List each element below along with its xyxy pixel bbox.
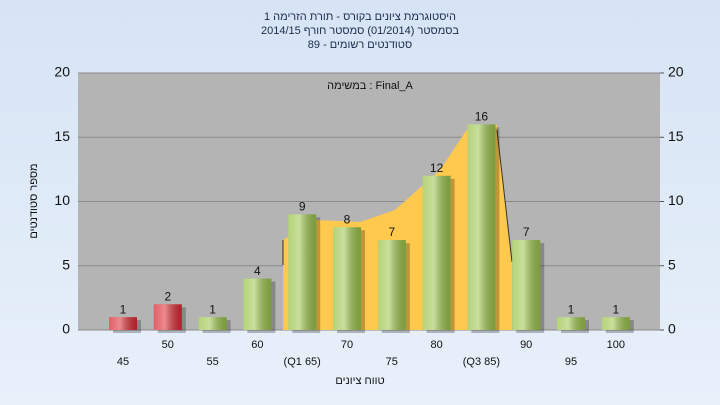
bar-shine xyxy=(557,317,585,330)
annotation: במשימה : Final_A xyxy=(327,80,413,92)
value-label: 1 xyxy=(612,302,619,316)
x-tick-label: (Q3 85) xyxy=(463,356,500,368)
x-tick-label: 45 xyxy=(117,356,129,368)
value-label: 12 xyxy=(430,161,444,175)
y-tick-label: 5 xyxy=(62,256,70,272)
bar-shine xyxy=(512,240,541,330)
title-line: בסמסטר (01/2014) סמסטר חורף 2014/15 xyxy=(261,25,459,37)
value-label: 1 xyxy=(568,302,575,316)
value-label: 16 xyxy=(475,110,489,124)
y2-tick-label: 20 xyxy=(668,64,684,80)
value-label: 1 xyxy=(120,302,127,316)
value-label: 1 xyxy=(209,302,216,316)
y-tick-label: 15 xyxy=(54,128,70,144)
y2-tick-label: 5 xyxy=(668,256,676,272)
x-tick-label: 75 xyxy=(386,356,398,368)
title-line: סטודנטים רשומים - 89 xyxy=(308,39,412,51)
bar-shine xyxy=(467,124,496,331)
y2-tick-label: 0 xyxy=(668,321,676,337)
value-label: 7 xyxy=(523,225,530,239)
y2-tick-label: 10 xyxy=(668,192,684,208)
bar-shine xyxy=(601,317,630,330)
value-label: 2 xyxy=(164,289,171,303)
x-tick-label: 100 xyxy=(607,339,625,351)
bar-shine xyxy=(333,227,361,330)
value-label: 7 xyxy=(388,225,395,239)
value-label: 9 xyxy=(299,200,306,214)
bar-shine xyxy=(153,304,182,330)
bar-shine xyxy=(377,240,406,330)
bar-shine xyxy=(198,317,227,330)
title-line: היסטוגרמת ציונים בקורס - תורת הזרימה 1 xyxy=(264,11,456,23)
quartile-edge xyxy=(496,129,513,263)
x-tick-label: 70 xyxy=(341,339,353,351)
value-label: 8 xyxy=(344,212,351,226)
x-tick-label: (Q1 65) xyxy=(284,356,321,368)
bar-shine xyxy=(243,278,272,330)
bar-shine xyxy=(422,175,451,330)
y-tick-label: 20 xyxy=(54,64,70,80)
x-tick-label: 60 xyxy=(251,339,263,351)
x-tick-label: 90 xyxy=(520,339,532,351)
y-tick-label: 0 xyxy=(62,321,70,337)
y-axis-label: מספר סטודנטים xyxy=(28,163,40,238)
x-tick-label: 80 xyxy=(430,339,442,351)
y-tick-label: 10 xyxy=(54,192,70,208)
bar-shine xyxy=(288,214,317,330)
x-tick-label: 55 xyxy=(206,356,218,368)
y2-tick-label: 15 xyxy=(668,128,684,144)
x-tick-label: 95 xyxy=(565,356,577,368)
x-axis-label: טווח ציונים xyxy=(335,375,384,387)
bar-shine xyxy=(109,317,137,330)
value-label: 4 xyxy=(254,264,261,278)
x-tick-label: 50 xyxy=(162,339,174,351)
